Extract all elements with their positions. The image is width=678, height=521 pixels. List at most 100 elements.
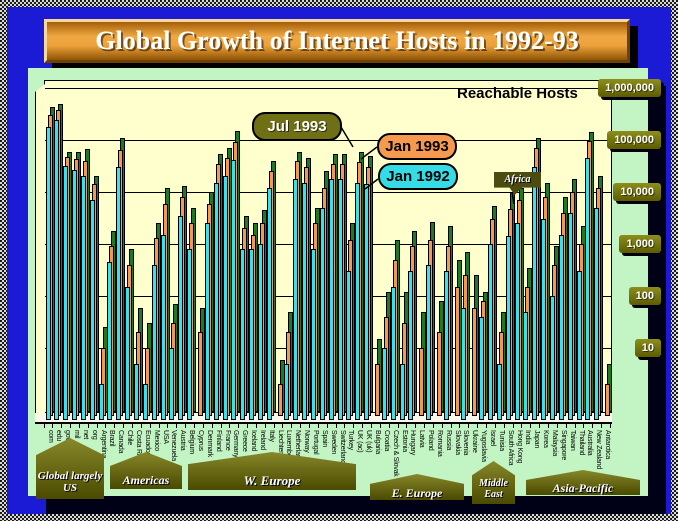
axis-tick [273,422,275,428]
x-axis-label: Hong Kong [515,430,523,464]
axis-tick [494,422,496,428]
bar-jan-1992-gov [63,166,69,420]
bar-jan-1992-mil [72,169,78,420]
x-axis-label: Iceland [250,430,258,452]
bar-jan-1992-spain [319,207,325,420]
x-axis-label: net [81,430,89,440]
axis-tick [70,422,72,428]
bar-jan-1992-denmark [204,223,210,420]
x-axis-label: Singapore [559,430,567,461]
axis-tick [521,422,523,428]
bar-jan-1992-taiwan [567,212,573,420]
axis-tick [441,422,443,428]
axis-tick [432,422,434,428]
axis-tick [176,422,178,428]
axis-tick [309,422,310,428]
x-axis-label: France [223,430,231,451]
x-axis-label: Hungary [409,430,417,456]
axis-tick [114,422,116,428]
x-axis-label: UK (uk) [365,430,373,453]
bar-jan-1992-belgium [187,249,193,420]
x-axis-label: India [524,430,532,445]
axis-tick [105,422,107,428]
axis-tick [415,422,417,428]
x-axis-label: Romania [435,430,443,457]
x-axis-label: Turkey [347,430,355,450]
x-axis-label: com [46,430,54,443]
x-axis-label: Brazil [108,430,116,447]
bar-jan-1992-italy [266,187,272,420]
axis-tick [317,422,319,428]
chart-title: Reachable Hosts [457,85,578,102]
y-axis-label-100000: 100,000 [607,131,661,149]
bar-jan-1992-sweden [328,178,334,420]
axis-tick [123,422,125,428]
axis-tick [530,422,532,428]
axis-tick [247,422,249,428]
bar-jan-1992-norway [302,182,308,420]
axis-tick [255,422,257,428]
x-axis-label: Slovakia [453,430,461,455]
axis-tick [362,422,364,428]
bar-jan-1993-liechtenstein [277,384,283,416]
axis-tick [406,422,408,428]
axis-tick [388,422,390,428]
axis-tick [450,422,452,428]
axis-tick [353,422,355,428]
axis-tick [78,422,80,428]
legend-callout-jul-1993: Jul 1993 [252,112,342,141]
x-axis-label: Japan [533,430,541,449]
bar-jan-1992-south-africa [505,236,511,420]
bar-jan-1992-croatia [381,348,387,420]
axis-tick [96,422,98,428]
axis-tick [512,422,514,428]
x-axis-label: Sweden [329,430,337,455]
plot-left-wall [35,84,45,422]
bar-jan-1992-finland [213,182,219,420]
bar-jan-1992-brazil [107,262,113,420]
axis-tick [52,422,54,428]
bar-jan-1993-ukraine [472,307,478,416]
bar-jan-1992-japan [532,167,538,420]
bar-jan-1992-new-zealand [594,207,600,420]
legend-callout-jan-1992: Jan 1992 [378,163,458,190]
axis-tick [477,422,479,428]
bar-jan-1992-russia [443,271,449,420]
bar-jan-1992-greece [240,249,246,420]
bar-jan-1992-costa-rica [134,363,139,420]
bar-jan-1992-korea [541,219,547,420]
bar-jan-1992-argentina [98,384,104,420]
axis-tick [468,422,470,428]
axis-tick [220,422,222,428]
axis-tick [556,422,558,428]
bar-jan-1993-bulgaria [374,363,380,416]
x-axis-label: Malaysia [550,430,558,457]
slide-title: Global Growth of Internet Hosts in 1992-… [44,19,630,63]
x-axis-label: Spain [320,430,328,447]
bar-jan-1992-estonia [399,363,405,420]
x-axis-label: Taiwan [568,430,576,451]
axis-tick [370,422,372,428]
axis-tick [459,422,461,428]
axis-tick [193,422,195,428]
bar-jan-1992-hungary [408,271,414,420]
x-axis-label: Australia [586,430,594,456]
x-axis-label: South Africa [506,430,514,466]
x-axis-label: Greece [241,430,249,452]
axis-tick [583,422,585,428]
x-axis-label: Croatia [382,430,390,452]
x-axis-label: org [90,430,98,440]
bar-jan-1992-israel [488,244,493,420]
axis-tick [211,422,213,428]
bar-jan-1992-poland [426,264,432,420]
axis-tick [158,422,160,428]
bar-jan-1992-czech-slovak [390,286,396,420]
x-axis-label: Korea [542,430,550,448]
bar-jan-1992-netherlands [293,178,299,420]
axis-tick [291,422,293,428]
y-axis-label-10000: 10,000 [613,183,661,201]
bar-jan-1993-latvia [419,348,425,416]
x-axis-label: Mexico [152,430,160,451]
x-axis-label: Tunisia [497,430,505,451]
x-axis-label: Belgium [188,430,196,454]
